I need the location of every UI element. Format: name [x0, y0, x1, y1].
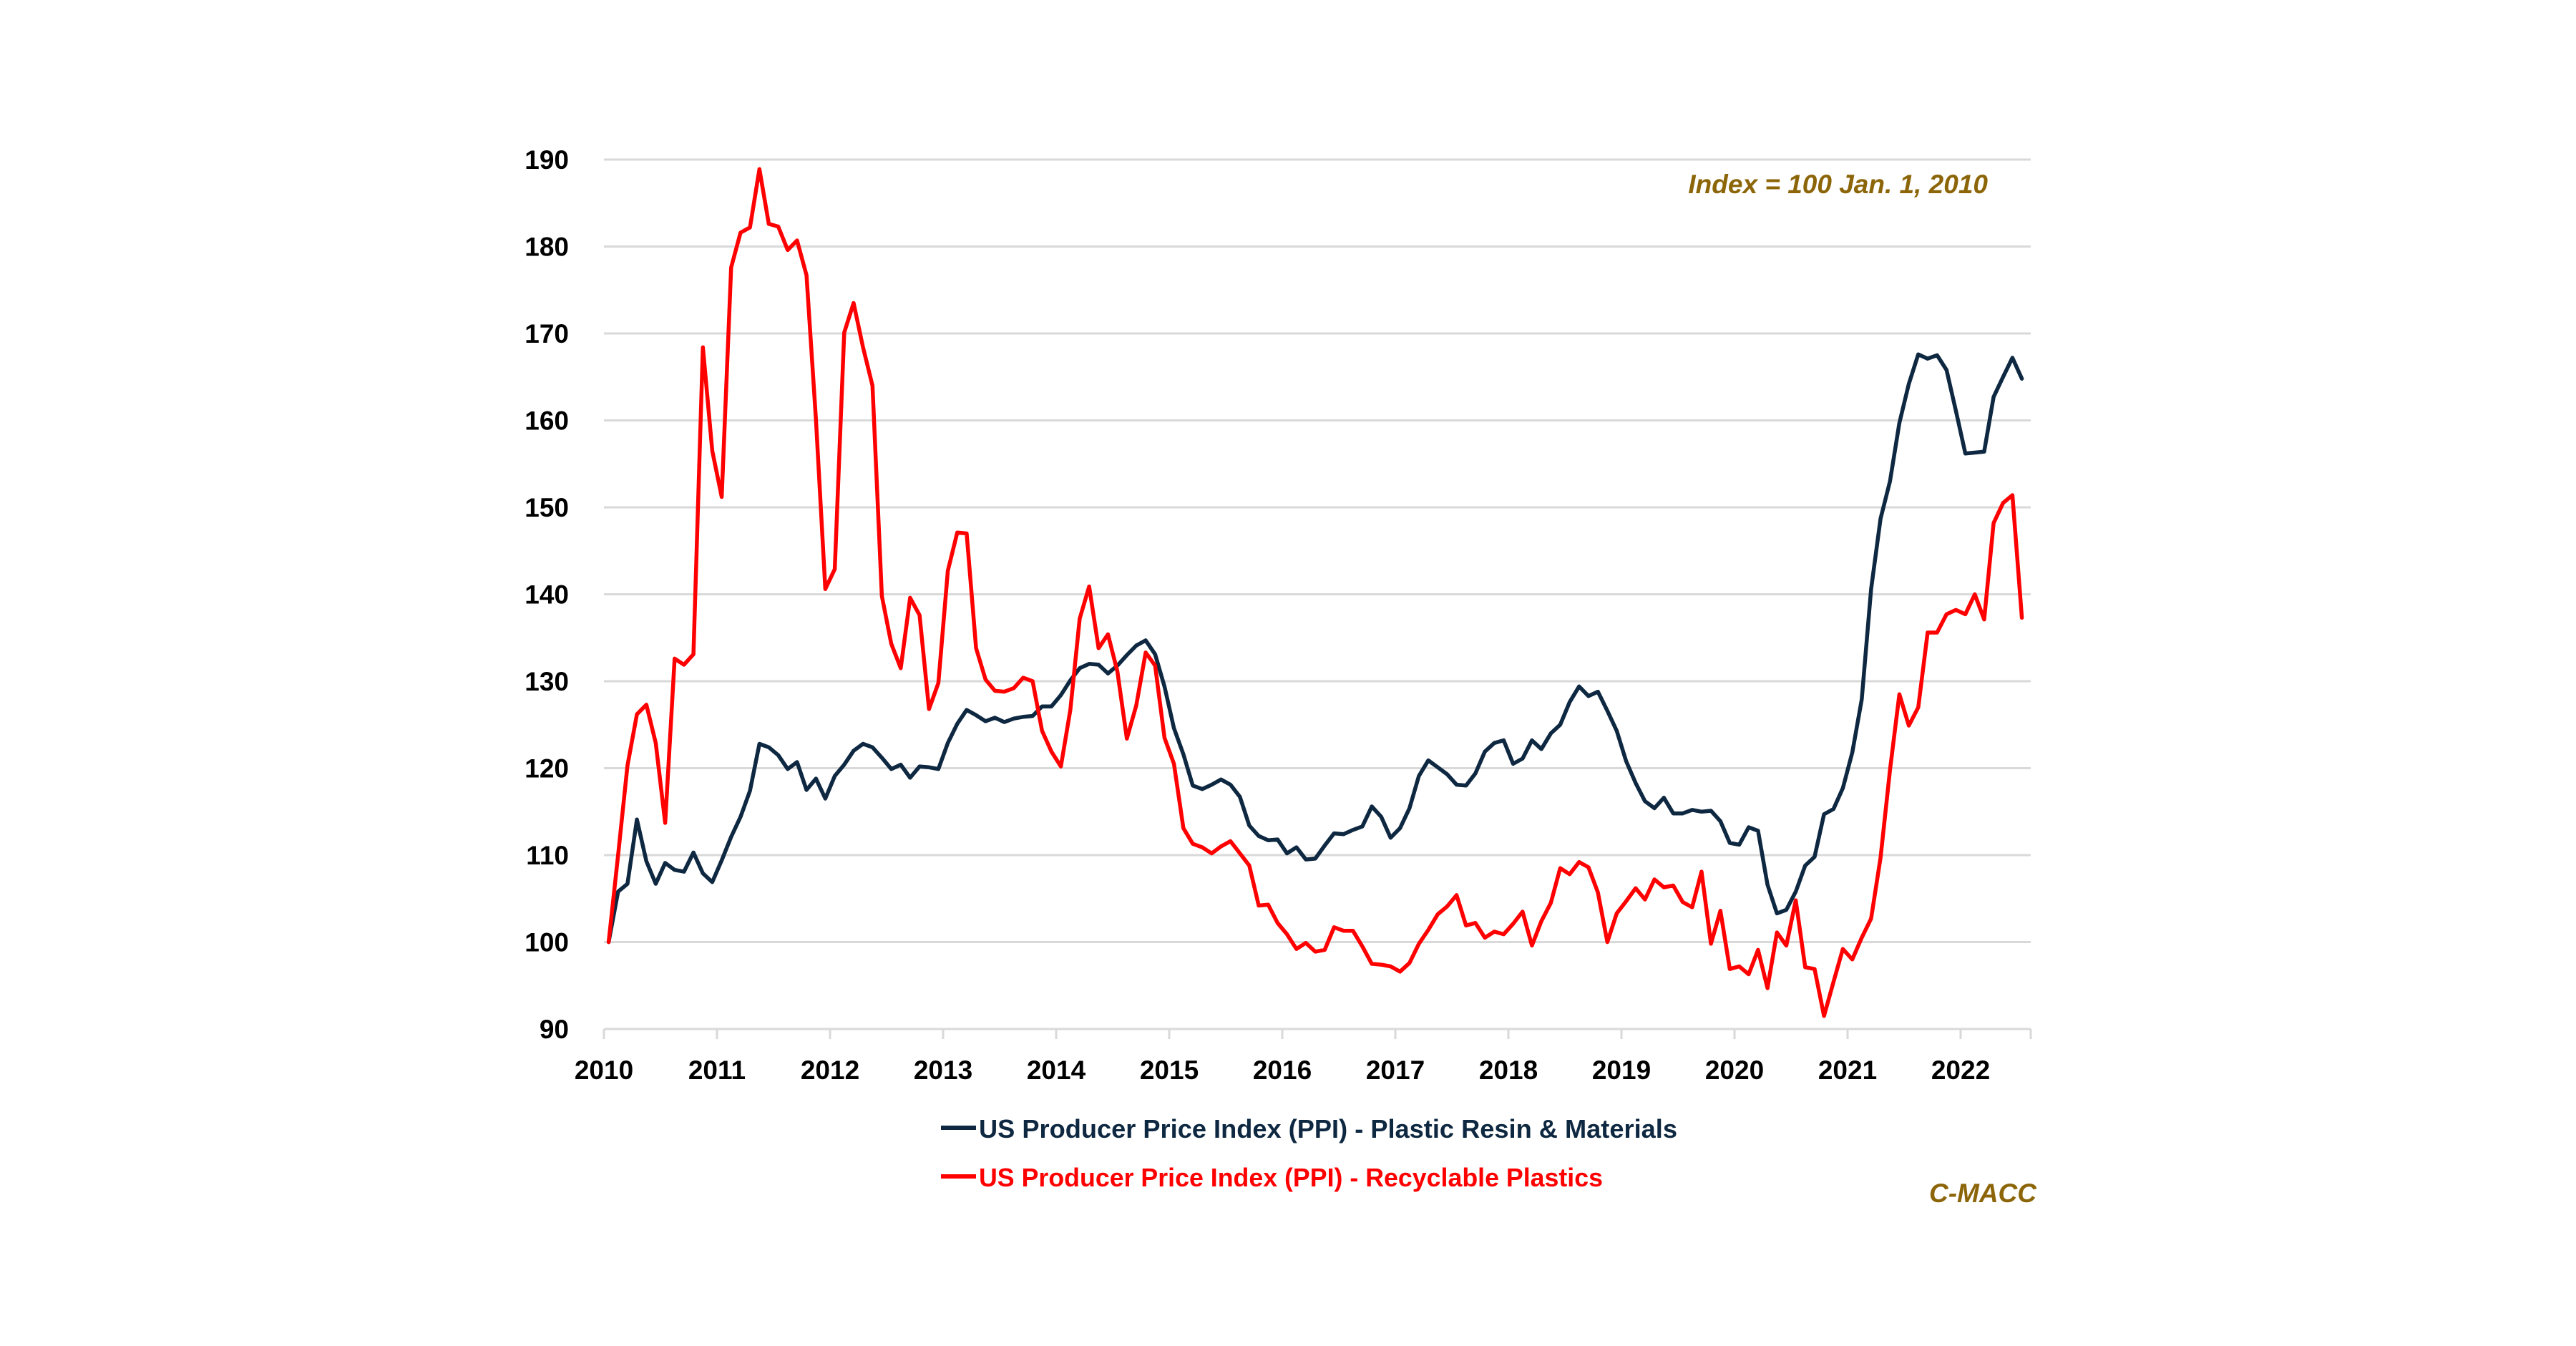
y-tick-label: 150	[525, 493, 569, 522]
x-tick-label: 2020	[1705, 1055, 1764, 1085]
y-tick-label: 140	[525, 580, 569, 610]
x-tick-label: 2010	[575, 1055, 633, 1085]
y-tick-label: 170	[525, 319, 569, 348]
y-tick-label: 120	[525, 754, 569, 784]
y-tick-label: 160	[525, 406, 569, 436]
x-tick-label: 2014	[1027, 1055, 1086, 1085]
y-axis-tick-labels: 90 100 110 120 130 140 150 160 170 180 190	[525, 145, 569, 1044]
legend-item-recyclable[interactable]: US Producer Price Index (PPI) - Recyclab…	[941, 1163, 1603, 1192]
x-tick-label: 2016	[1253, 1055, 1312, 1085]
y-tick-label: 90	[540, 1015, 569, 1044]
legend: US Producer Price Index (PPI) - Plastic …	[941, 1114, 1677, 1192]
y-tick-label: 100	[525, 928, 569, 957]
y-tick-label: 180	[525, 233, 569, 262]
series-line-recyclable-plastics	[606, 167, 2024, 1018]
x-tick-label: 2017	[1366, 1055, 1425, 1085]
index-note-annotation: Index = 100 Jan. 1, 2010	[1688, 170, 1988, 199]
series-line-plastic-resin	[606, 352, 2024, 945]
x-tick-label: 2022	[1931, 1055, 1990, 1085]
series-lines	[606, 167, 2024, 1018]
legend-label-resin: US Producer Price Index (PPI) - Plastic …	[979, 1114, 1677, 1143]
legend-item-resin[interactable]: US Producer Price Index (PPI) - Plastic …	[941, 1114, 1677, 1143]
x-tick-label: 2013	[914, 1055, 972, 1085]
x-tick-label: 2012	[801, 1055, 859, 1085]
y-tick-label: 190	[525, 145, 569, 175]
legend-label-recyclable: US Producer Price Index (PPI) - Recyclab…	[979, 1163, 1603, 1192]
x-tick-label: 2018	[1479, 1055, 1538, 1085]
y-tick-label: 110	[526, 841, 569, 870]
x-tick-label: 2021	[1818, 1055, 1877, 1085]
x-tick-label: 2019	[1592, 1055, 1651, 1085]
x-axis: 2010 2011 2012 2013 2014 2015 2016 2017 2018 2019…	[575, 1028, 2032, 1085]
y-tick-label: 130	[525, 667, 569, 696]
x-tick-label: 2011	[688, 1055, 746, 1085]
x-tick-label: 2015	[1140, 1055, 1199, 1085]
source-label: C-MACC	[1929, 1179, 2037, 1208]
